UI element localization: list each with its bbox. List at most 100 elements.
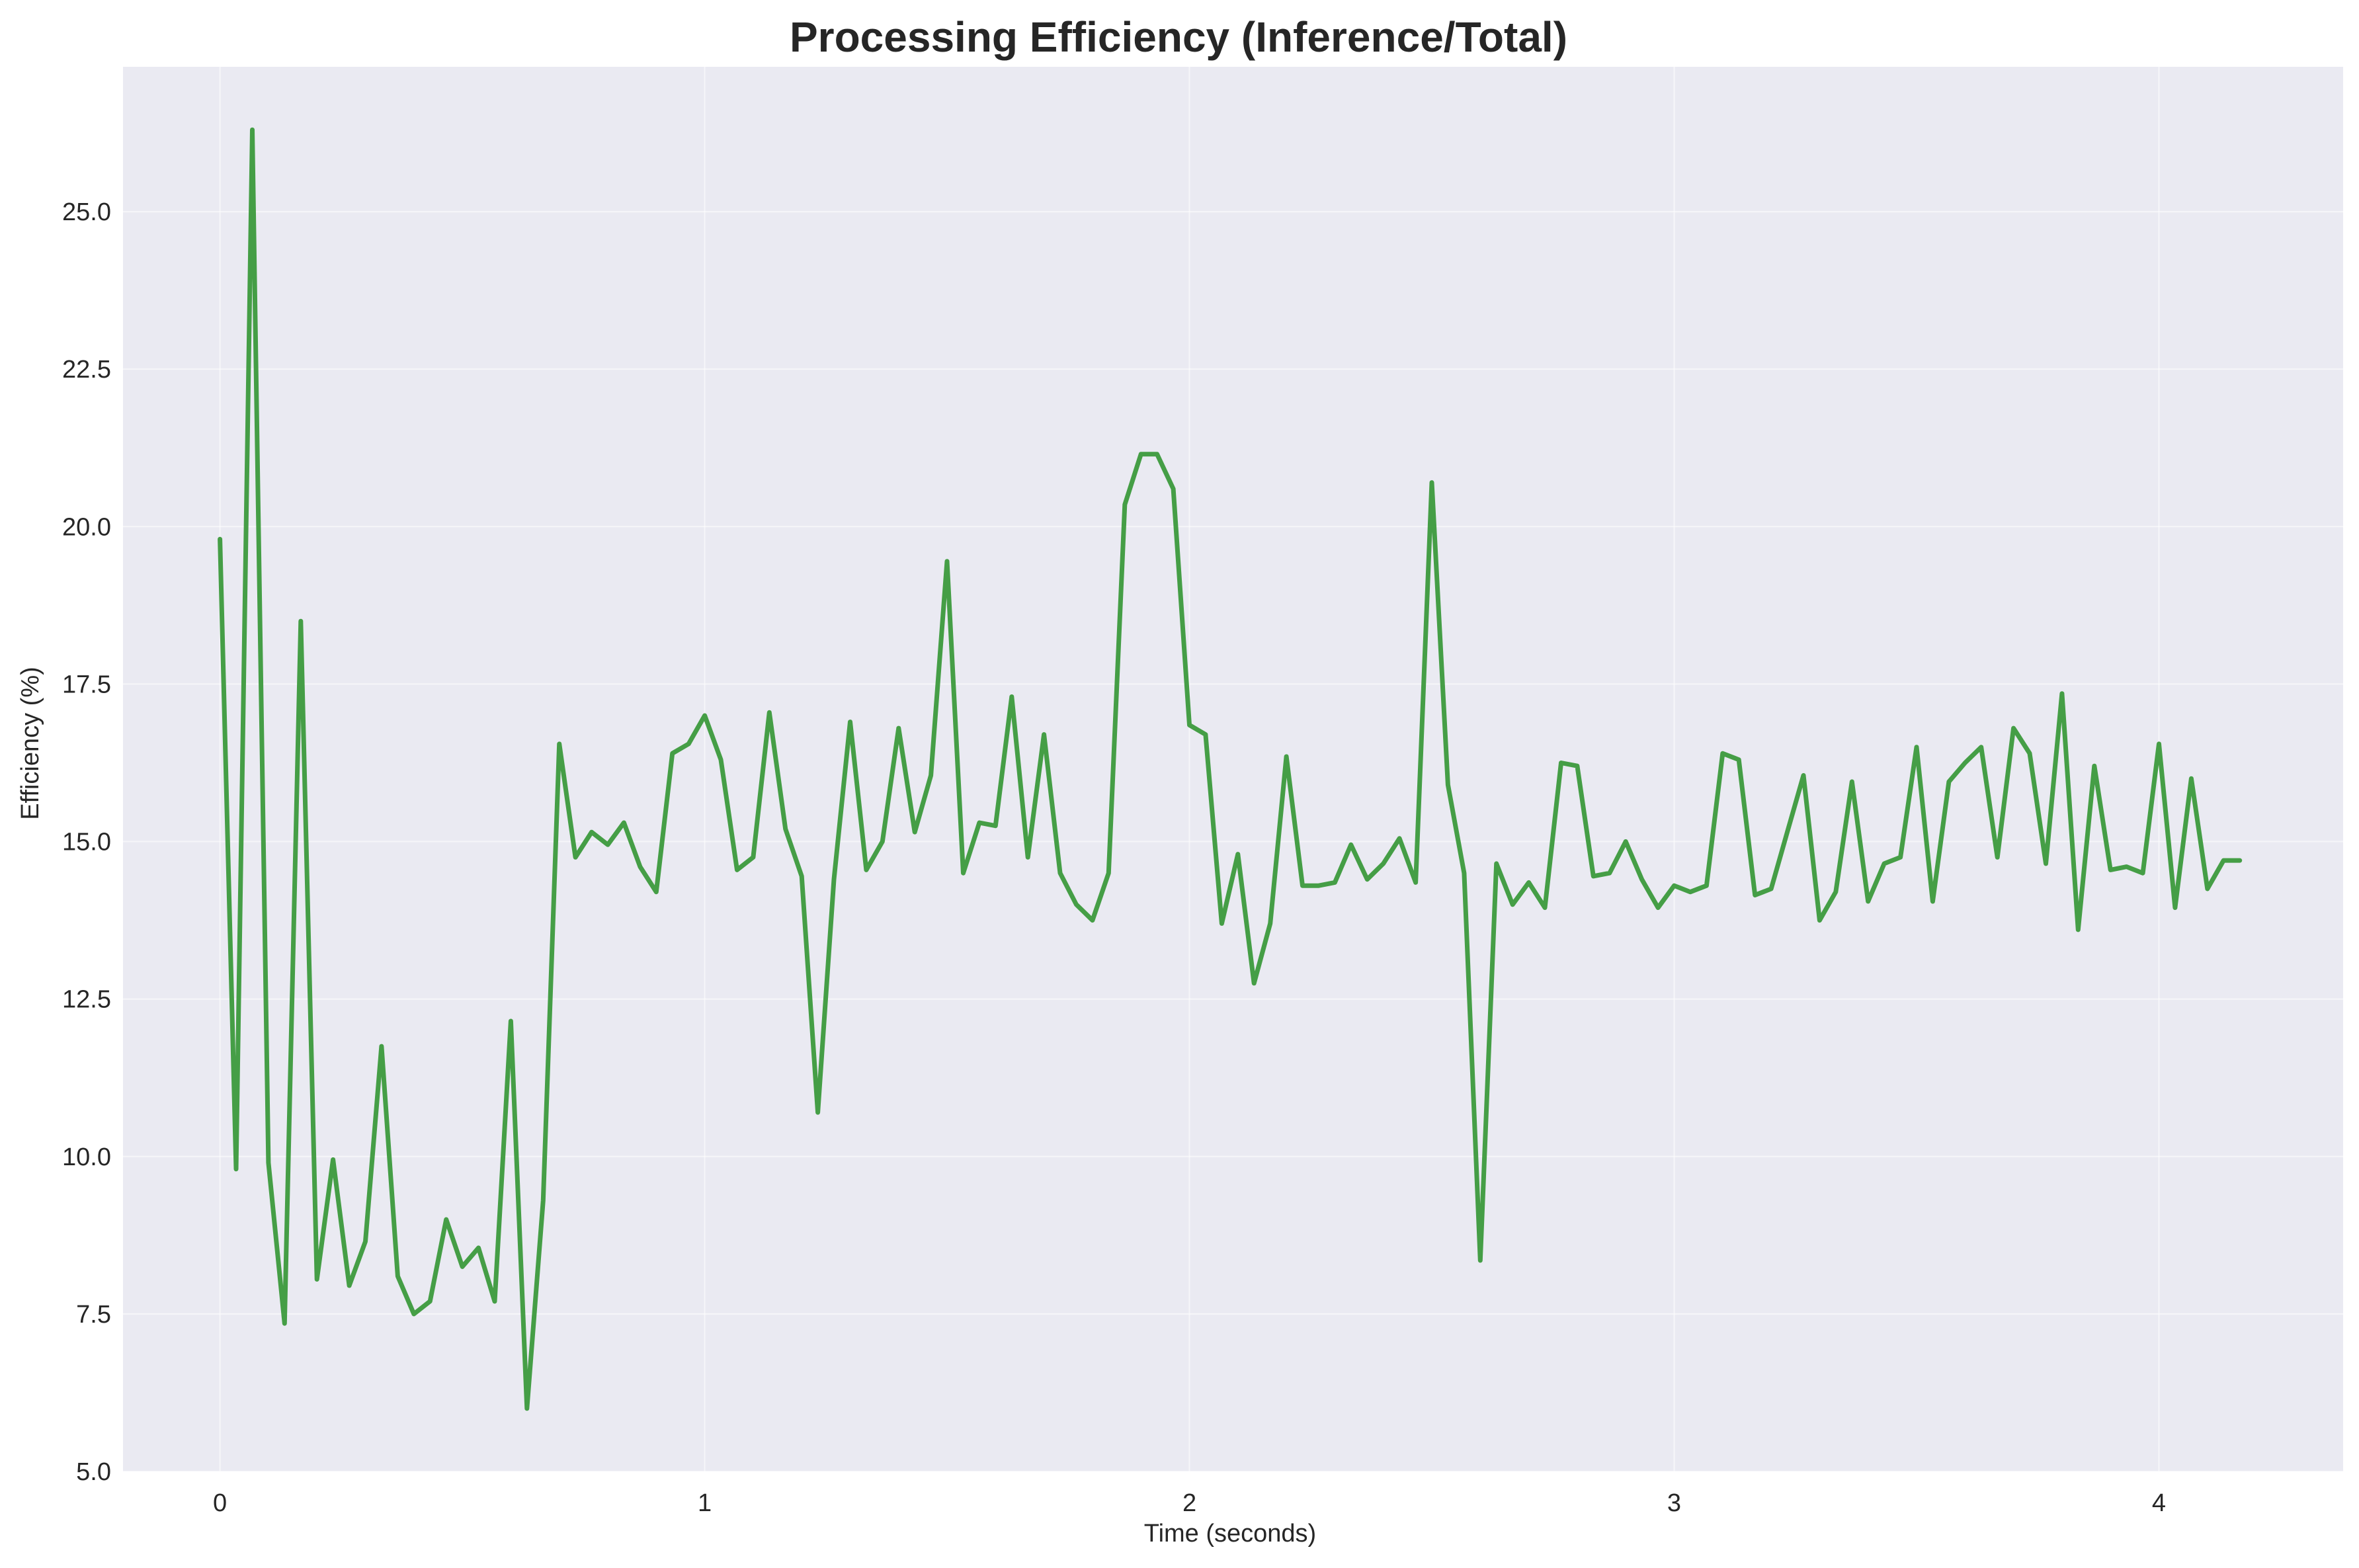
x-axis-ticks: 0 1 2 3 4	[213, 1489, 2166, 1517]
data-point	[1899, 855, 1903, 859]
data-point	[2173, 906, 2177, 910]
y-tick-label: 22.5	[62, 356, 111, 384]
data-point	[2206, 887, 2210, 891]
data-point	[493, 1300, 497, 1303]
x-tick-label: 3	[1667, 1489, 1681, 1517]
data-point	[864, 868, 868, 872]
data-point	[1866, 899, 1870, 903]
data-point	[1462, 871, 1466, 875]
data-point	[1365, 878, 1369, 882]
data-point	[1543, 906, 1547, 910]
data-point	[1397, 837, 1401, 841]
data-point	[993, 824, 997, 828]
data-point	[751, 855, 755, 859]
data-point	[1995, 855, 1999, 859]
data-point	[671, 751, 675, 755]
data-point	[1688, 890, 1692, 894]
data-point	[2221, 858, 2225, 862]
x-tick-label: 2	[1182, 1489, 1196, 1517]
data-point	[1591, 874, 1595, 878]
data-point	[1075, 903, 1079, 907]
data-point	[428, 1300, 432, 1303]
data-point	[2044, 862, 2048, 866]
y-tick-label: 10.0	[62, 1143, 111, 1171]
data-point	[2125, 865, 2129, 869]
data-point	[1430, 481, 1434, 485]
data-point	[945, 559, 949, 563]
data-point	[654, 890, 658, 894]
data-point	[703, 714, 707, 718]
data-point	[1947, 780, 1951, 784]
data-point	[929, 774, 933, 778]
data-point	[1769, 887, 1773, 891]
y-tick-label: 17.5	[62, 671, 111, 698]
series-layer	[218, 127, 2243, 1411]
data-point	[784, 827, 788, 831]
data-point	[1268, 921, 1272, 925]
x-axis-label: Time (seconds)	[1144, 1520, 1316, 1547]
y-axis-ticks: 5.0 7.5 10.0 12.5 15.0 17.5 20.0 22.5 25.0	[62, 198, 111, 1486]
data-point	[1753, 893, 1757, 897]
data-point	[2108, 868, 2112, 872]
data-point	[1930, 899, 1934, 903]
data-point	[1236, 852, 1240, 856]
data-point	[606, 843, 610, 846]
y-tick-label: 7.5	[76, 1301, 111, 1329]
data-point	[1026, 855, 1030, 859]
data-point	[1640, 878, 1644, 882]
data-point	[1188, 723, 1192, 727]
data-point	[1656, 906, 1660, 910]
data-point	[331, 1158, 335, 1162]
data-point	[476, 1246, 480, 1250]
data-point	[880, 840, 884, 844]
data-point	[638, 865, 642, 869]
data-point	[1963, 761, 1967, 764]
data-point	[590, 830, 594, 834]
data-point	[961, 871, 965, 875]
data-point	[2238, 858, 2242, 862]
grid-lines	[123, 67, 2343, 1472]
data-point	[1495, 862, 1499, 866]
data-point	[1171, 487, 1175, 491]
data-point	[282, 1321, 286, 1325]
x-tick-label: 1	[698, 1489, 712, 1517]
data-point	[2028, 751, 2032, 755]
data-point	[347, 1284, 351, 1288]
data-point	[1317, 884, 1321, 887]
data-point	[1979, 745, 1983, 749]
y-tick-label: 20.0	[62, 513, 111, 541]
data-point	[1704, 884, 1708, 887]
y-tick-label: 12.5	[62, 986, 111, 1014]
data-point	[2060, 692, 2064, 696]
data-point	[1834, 890, 1838, 894]
series-line	[218, 127, 2243, 1411]
data-point	[2189, 776, 2193, 780]
data-point	[363, 1239, 367, 1243]
data-point	[541, 1198, 545, 1202]
data-point	[1559, 761, 1563, 764]
data-point	[1850, 780, 1854, 784]
data-point	[1123, 503, 1127, 507]
data-point	[1042, 733, 1046, 737]
data-point	[913, 830, 917, 834]
data-point	[1010, 694, 1014, 698]
data-point	[315, 1277, 319, 1281]
data-point	[2141, 871, 2145, 875]
data-point	[1478, 1259, 1482, 1262]
data-point	[1801, 774, 1805, 778]
data-point	[1333, 880, 1337, 884]
data-point	[444, 1217, 448, 1221]
data-point	[2157, 742, 2161, 746]
data-point	[299, 619, 303, 623]
data-point	[1139, 452, 1143, 456]
plot-area	[123, 67, 2343, 1471]
data-point	[1106, 871, 1110, 875]
data-point	[1673, 884, 1676, 887]
data-point	[267, 1161, 270, 1165]
data-point	[1204, 733, 1208, 737]
data-point	[848, 720, 852, 724]
data-point	[1301, 884, 1305, 887]
data-point	[234, 1167, 238, 1171]
data-point	[832, 878, 836, 882]
